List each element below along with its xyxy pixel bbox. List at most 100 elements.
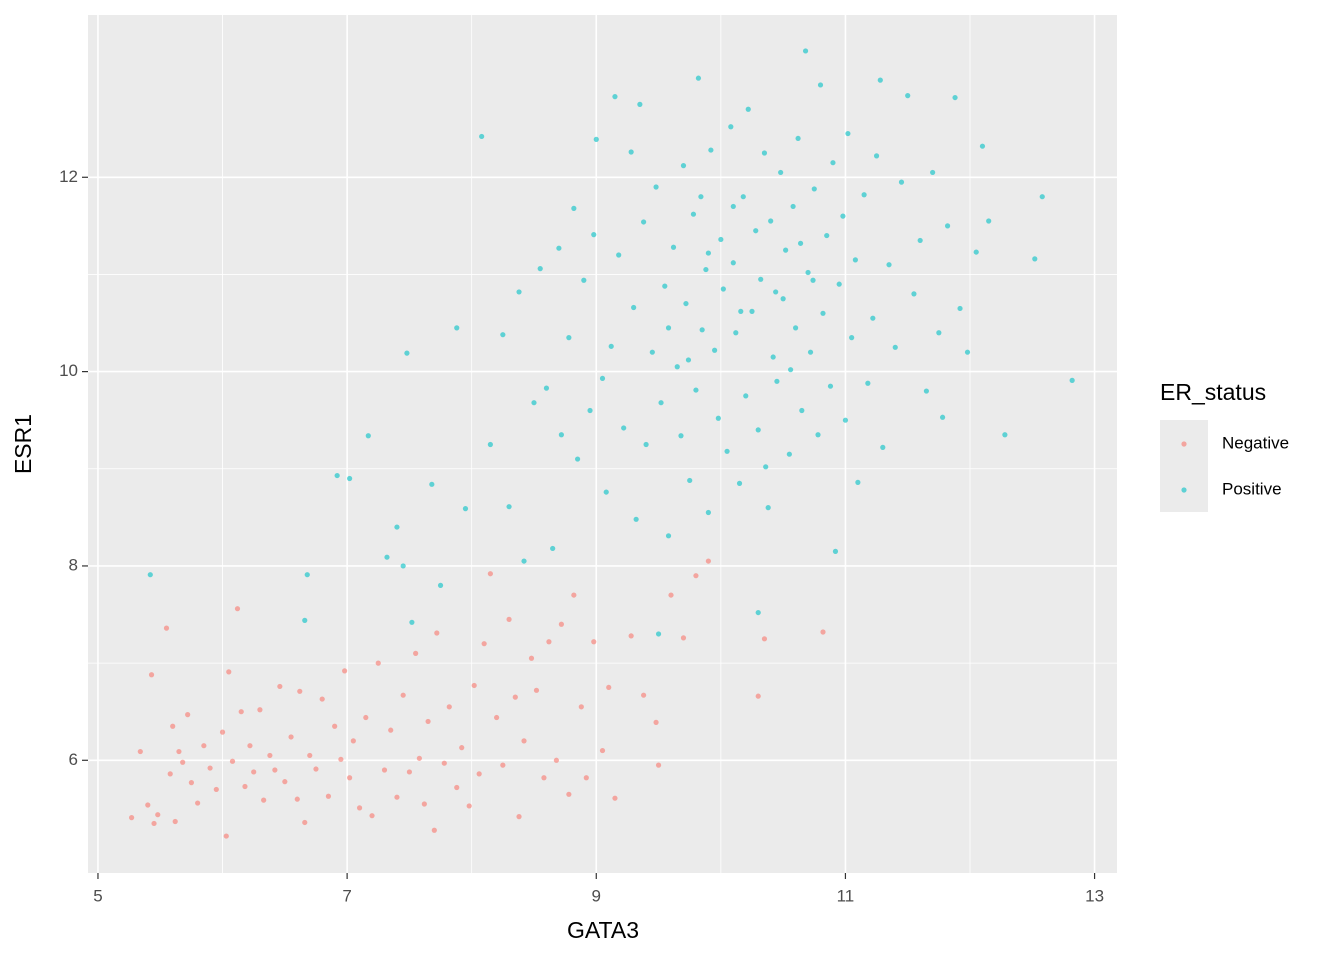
point — [356, 805, 363, 811]
y-tick-label: 10 — [59, 361, 78, 380]
point — [790, 203, 796, 210]
point — [242, 783, 248, 790]
point — [556, 245, 562, 251]
point — [302, 617, 308, 623]
point — [151, 820, 157, 827]
point — [774, 378, 780, 384]
point — [342, 668, 348, 674]
point — [294, 796, 300, 802]
point — [558, 432, 564, 438]
point — [516, 289, 522, 295]
point — [815, 432, 821, 438]
point — [807, 349, 814, 355]
point — [404, 350, 410, 356]
y-tick-label: 8 — [69, 555, 78, 574]
point — [365, 433, 371, 439]
point — [753, 228, 759, 234]
point — [649, 349, 655, 355]
point — [705, 509, 711, 516]
point — [698, 194, 704, 200]
point — [334, 472, 340, 479]
point — [494, 714, 500, 721]
point — [758, 276, 764, 282]
point — [761, 636, 768, 642]
point — [621, 425, 627, 431]
point — [571, 592, 577, 598]
point — [765, 505, 771, 511]
point — [350, 738, 356, 744]
point — [892, 344, 898, 350]
point — [612, 94, 618, 100]
point — [406, 769, 413, 775]
point — [755, 693, 761, 699]
point — [886, 262, 892, 268]
point — [400, 563, 406, 569]
point — [653, 184, 659, 190]
point — [288, 734, 294, 740]
point — [628, 149, 634, 155]
point — [665, 533, 672, 539]
point — [416, 755, 422, 761]
point — [718, 236, 724, 243]
point — [944, 223, 951, 229]
point — [375, 660, 381, 666]
point — [272, 767, 278, 773]
point — [740, 194, 746, 200]
point — [805, 269, 811, 276]
point — [381, 767, 388, 773]
point — [219, 729, 226, 735]
point — [827, 383, 834, 389]
point — [820, 629, 826, 635]
point — [730, 260, 736, 266]
grid — [88, 15, 1117, 873]
point — [936, 330, 942, 336]
point — [400, 692, 406, 698]
point — [738, 308, 744, 314]
point — [213, 786, 219, 793]
x-tick-label: 11 — [837, 886, 855, 905]
point — [591, 232, 597, 238]
x-tick-label: 13 — [1085, 886, 1104, 905]
point — [655, 762, 662, 768]
point — [487, 441, 493, 448]
point — [319, 696, 325, 702]
point — [466, 803, 472, 809]
point — [830, 160, 836, 166]
point — [880, 444, 886, 451]
point — [653, 719, 659, 725]
point — [338, 756, 344, 762]
point — [201, 743, 207, 749]
point — [861, 192, 867, 198]
point — [599, 375, 606, 382]
point — [743, 393, 749, 399]
point — [487, 571, 493, 577]
point — [708, 147, 714, 153]
point — [842, 417, 849, 423]
point — [939, 414, 946, 420]
point — [593, 136, 599, 142]
point — [810, 277, 816, 283]
legend: Negative Positive — [1160, 420, 1289, 512]
point — [628, 633, 634, 639]
point — [792, 325, 799, 331]
point — [148, 672, 155, 678]
point — [849, 335, 855, 341]
point — [537, 266, 543, 272]
point — [788, 367, 794, 373]
point — [712, 347, 718, 353]
point — [685, 357, 692, 363]
point — [462, 506, 469, 512]
point — [898, 179, 905, 185]
point — [693, 573, 699, 579]
point — [603, 489, 609, 495]
point — [797, 240, 804, 246]
point — [137, 748, 143, 755]
point — [683, 300, 689, 307]
y-axis-title: ESR1 — [10, 414, 36, 474]
point — [763, 464, 769, 470]
point — [347, 475, 353, 482]
point — [347, 775, 353, 781]
point — [571, 205, 577, 211]
point — [608, 343, 614, 349]
point — [930, 169, 936, 176]
